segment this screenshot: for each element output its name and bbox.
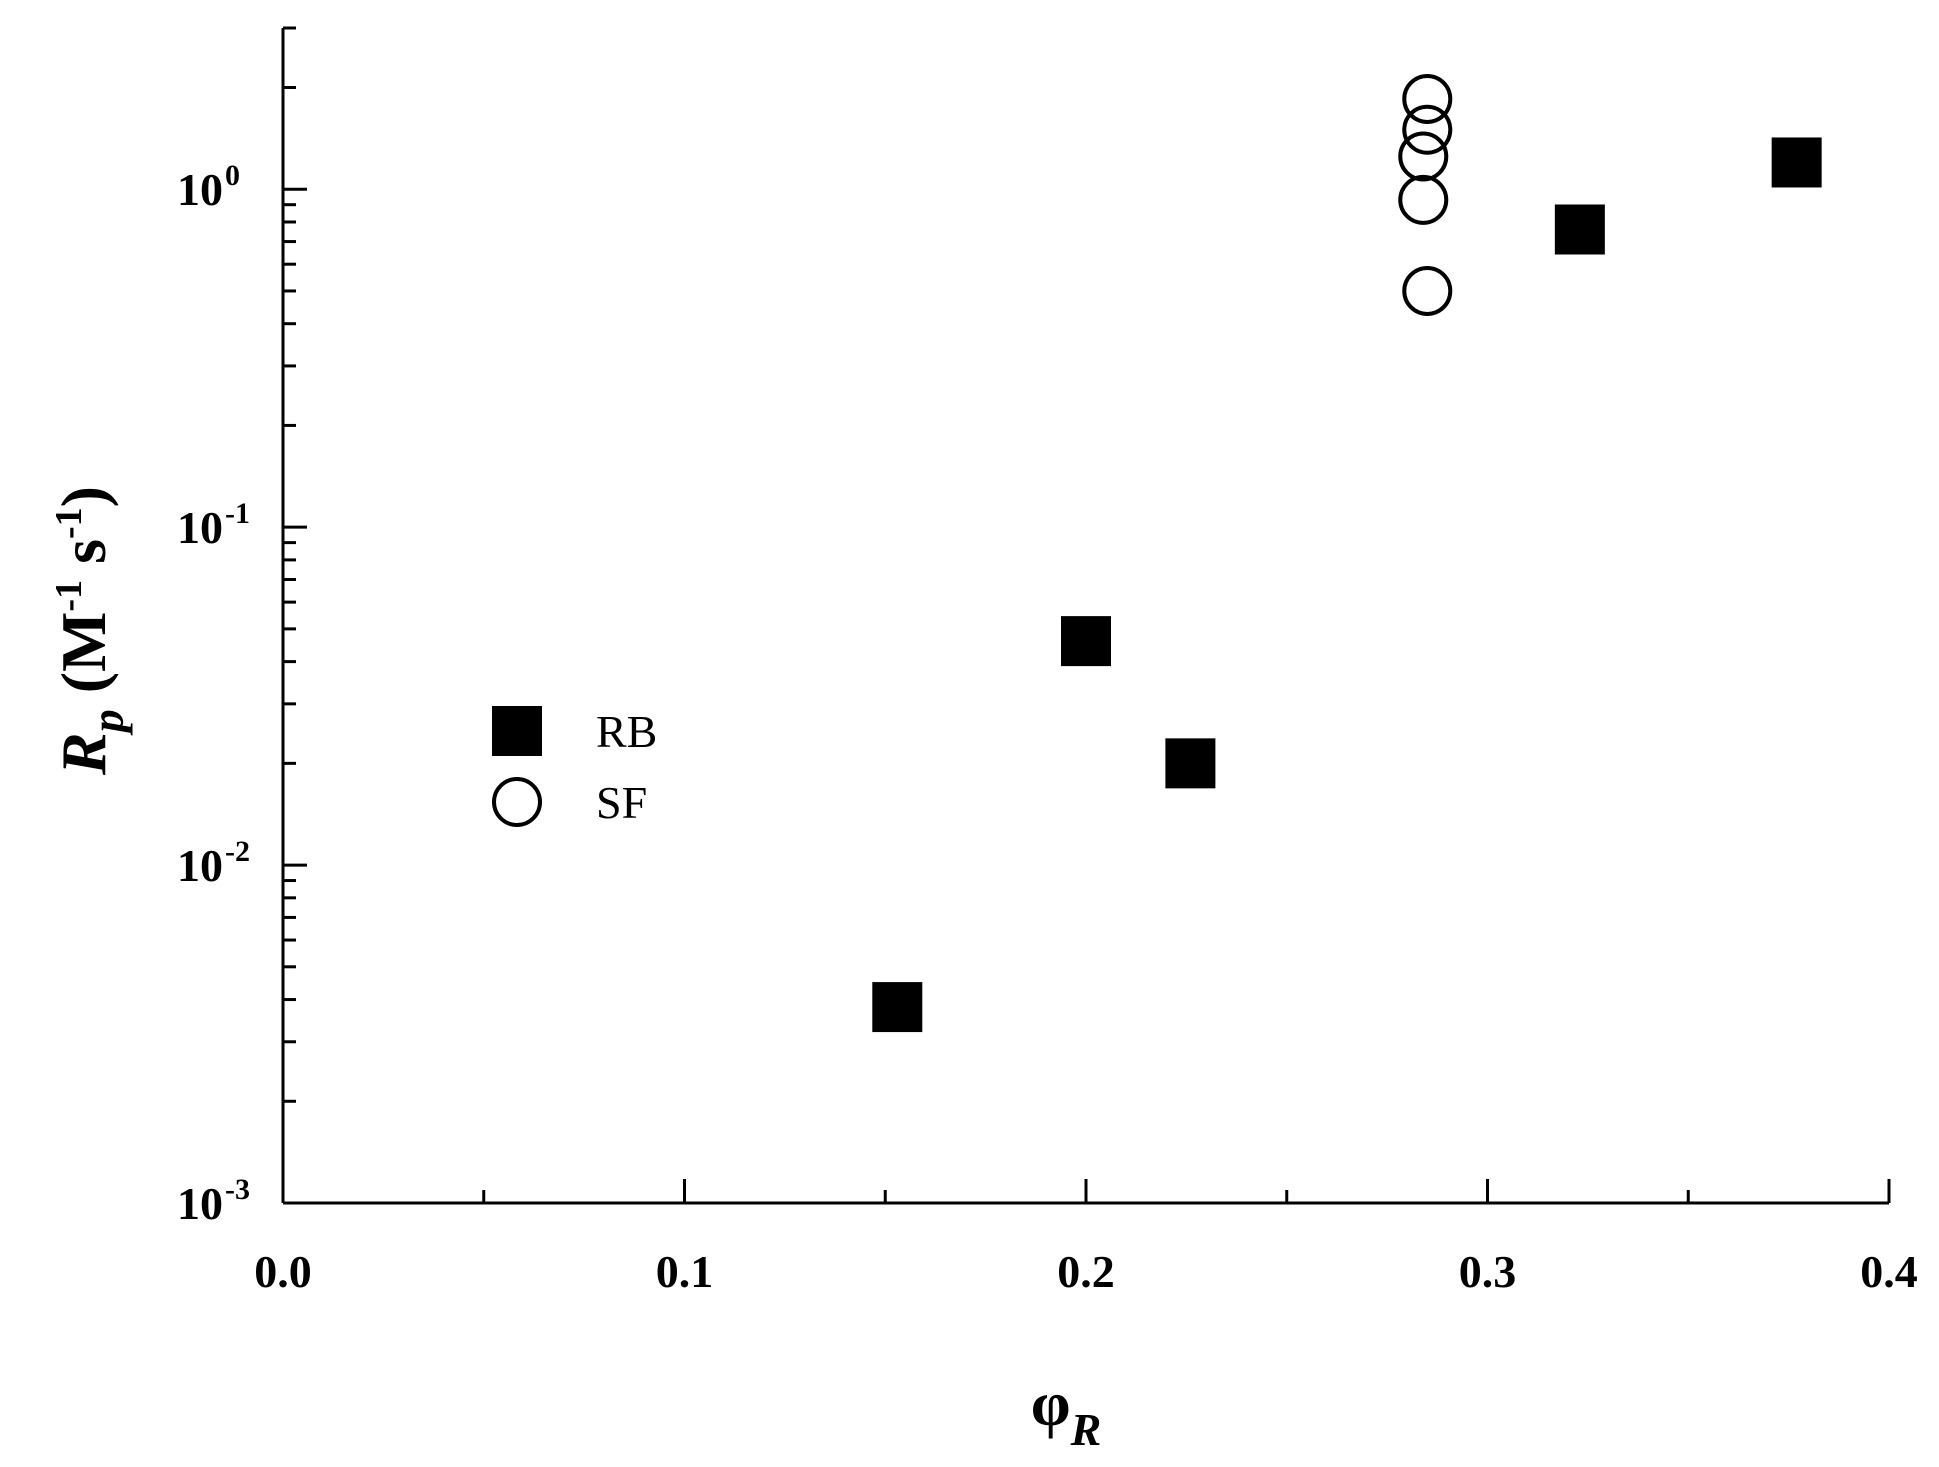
data-point-circle: [1402, 104, 1453, 155]
y-tick-label: 10: [177, 1178, 223, 1229]
y-tick-label: 10: [177, 840, 223, 891]
data-point-circle: [1398, 174, 1449, 225]
y-axis-title: Rp (M-1 s-1): [48, 486, 133, 776]
legend-marker: [492, 777, 542, 827]
data-point-circle: [1402, 265, 1453, 316]
data-point-circle: [1398, 131, 1449, 182]
data-point-square: [1554, 204, 1605, 255]
legend: RB SF: [492, 706, 657, 828]
data-point-square: [872, 982, 923, 1033]
x-tick-label: 0.0: [254, 1246, 312, 1297]
data-point-square: [1061, 616, 1111, 667]
x-tick-label: 0.1: [656, 1246, 714, 1297]
data-points: [872, 73, 1822, 1033]
axis-titles: φR Rp (M-1 s-1): [48, 486, 1101, 1455]
legend-label: RB: [596, 706, 657, 757]
x-axis-title: φR: [1031, 1368, 1102, 1455]
y-tick-label: 10: [177, 502, 223, 553]
y-tick-exponent: 0: [225, 159, 240, 192]
y-tick-exponent: -2: [225, 835, 250, 868]
x-tick-label: 0.2: [1057, 1246, 1115, 1297]
legend-label: SF: [596, 777, 647, 828]
legend-marker: [492, 706, 542, 756]
x-tick-label: 0.3: [1459, 1246, 1517, 1297]
data-point-square: [1165, 738, 1216, 789]
y-tick-exponent: -3: [225, 1173, 250, 1206]
y-tick-label: 10: [177, 164, 223, 215]
y-tick-exponent: -1: [225, 497, 250, 530]
tick-marks: [281, 26, 1891, 1205]
x-tick-label: 0.4: [1860, 1246, 1918, 1297]
axes: [281, 28, 1889, 1205]
data-point-square: [1771, 137, 1822, 188]
data-point-circle: [1402, 73, 1453, 124]
